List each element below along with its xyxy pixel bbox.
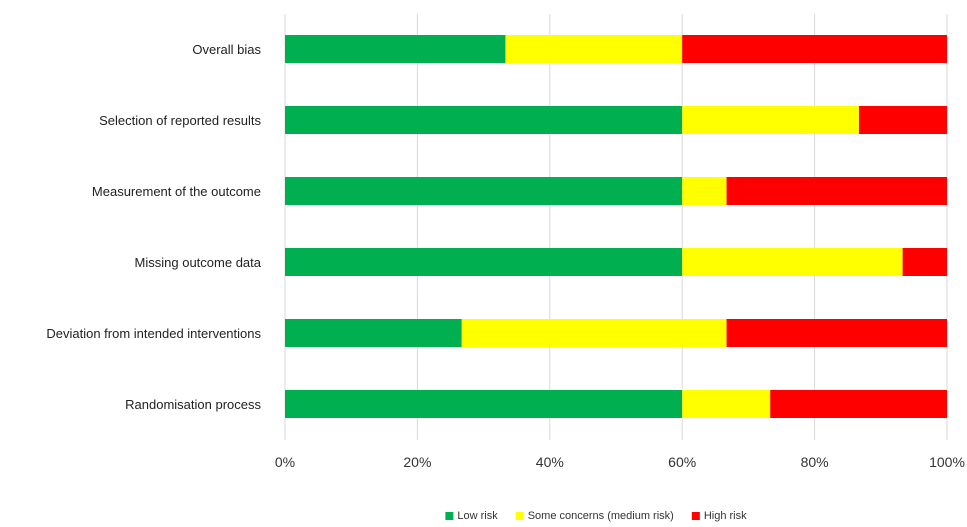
x-tick-label-2: 40% — [536, 454, 564, 470]
bar-segment-1-1 — [682, 106, 859, 134]
bar-segment-0-2 — [682, 35, 947, 63]
bar-segment-5-0 — [285, 390, 683, 418]
bar-segment-3-0 — [285, 248, 683, 276]
x-tick-label-4: 80% — [801, 454, 829, 470]
x-tick-label-1: 20% — [403, 454, 431, 470]
x-tick-label-3: 60% — [668, 454, 696, 470]
legend-item-0: Low risk — [445, 510, 498, 522]
category-label-4: Deviation from intended interventions — [46, 326, 261, 341]
bar-segment-5-2 — [770, 390, 947, 418]
x-axis-ticks: 0% 20% 40% 60% 80% 100% — [275, 454, 965, 470]
legend-label-1: Some concerns (medium risk) — [528, 510, 674, 522]
x-tick-label-0: 0% — [275, 454, 295, 470]
bar-segment-2-0 — [285, 177, 683, 205]
legend: Low risk Some concerns (medium risk) High … — [445, 510, 747, 522]
gridlines — [284, 14, 948, 440]
bar-segment-4-1 — [461, 319, 727, 347]
legend-swatch-2 — [691, 512, 700, 520]
category-label-2: Measurement of the outcome — [92, 184, 261, 199]
legend-label-0: Low risk — [457, 510, 498, 522]
category-label-0: Overall bias — [192, 42, 261, 57]
bar-segment-2-1 — [682, 177, 727, 205]
bar-segment-3-2 — [902, 248, 947, 276]
category-label-3: Missing outcome data — [135, 255, 262, 270]
legend-item-1: Some concerns (medium risk) — [515, 510, 674, 522]
legend-item-2: High risk — [691, 510, 747, 522]
bar-segment-1-0 — [285, 106, 683, 134]
bar-segment-3-1 — [682, 248, 903, 276]
legend-label-2: High risk — [704, 510, 747, 522]
bar-segment-2-2 — [726, 177, 947, 205]
bar-segment-5-1 — [682, 390, 771, 418]
category-label-5: Randomisation process — [125, 397, 261, 412]
bar-segment-0-1 — [505, 35, 683, 63]
legend-swatch-1 — [515, 512, 524, 520]
bar-segment-1-2 — [858, 106, 947, 134]
category-label-1: Selection of reported results — [99, 113, 261, 128]
legend-swatch-0 — [445, 512, 454, 520]
bar-segment-4-0 — [285, 319, 462, 347]
category-labels: Overall bias Selection of reported result… — [46, 42, 261, 412]
bar-segment-0-0 — [285, 35, 506, 63]
bars — [285, 35, 947, 418]
bar-segment-4-2 — [726, 319, 947, 347]
x-tick-label-5: 100% — [929, 454, 965, 470]
